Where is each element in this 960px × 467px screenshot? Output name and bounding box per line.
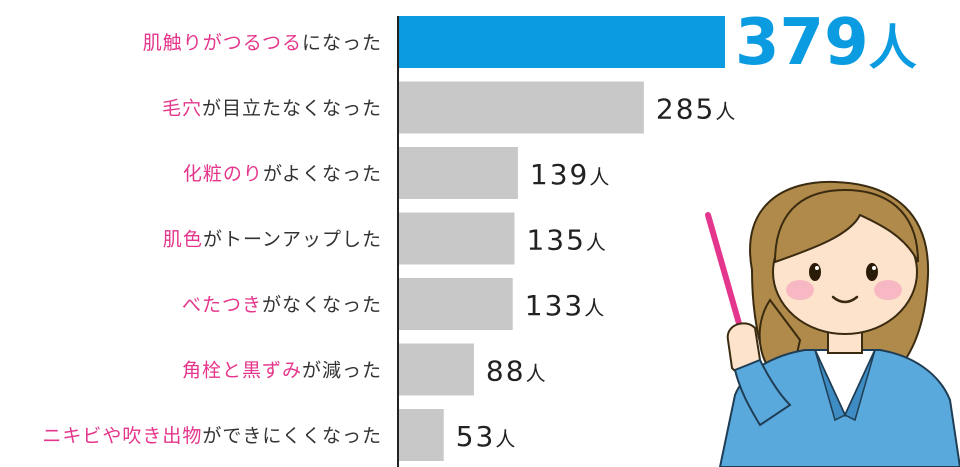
category-label-highlight: 肌触りがつるつる [143, 32, 302, 54]
category-label-3: 化粧のりがよくなった [183, 163, 382, 185]
value-unit: 人 [715, 100, 737, 124]
category-labels: 肌触りがつるつるになった毛穴が目立たなくなった化粧のりがよくなった肌色がトーンア… [42, 32, 382, 447]
bar-6 [398, 343, 474, 396]
bars [398, 16, 725, 461]
value-unit: 人 [584, 296, 606, 320]
bar-2 [398, 81, 644, 134]
bar-5 [398, 278, 513, 330]
value-unit: 人 [495, 427, 517, 451]
value-unit: 人 [526, 362, 548, 386]
value-label-3: 139人 [530, 158, 611, 191]
category-label-rest: になった [302, 32, 382, 54]
bar-7 [398, 409, 444, 461]
teacher-pointing-icon [705, 180, 960, 467]
category-label-4: 肌色がトーンアップした [163, 229, 382, 251]
category-label-highlight: べたつき [182, 294, 262, 316]
category-label-highlight: 肌色 [163, 229, 203, 251]
value-unit: 人 [589, 165, 611, 189]
bar-1 [398, 16, 725, 68]
value-label-7: 53人 [456, 420, 518, 453]
category-label-highlight: 角栓と黒ずみ [182, 360, 302, 382]
value-label-4: 135人 [526, 224, 607, 257]
category-label-5: べたつきがなくなった [182, 294, 382, 316]
value-number: 135 [526, 224, 585, 257]
value-number: 53 [456, 420, 496, 453]
bar-3 [398, 147, 518, 199]
value-label-2: 285人 [656, 93, 737, 126]
category-label-rest: が減った [302, 360, 382, 382]
category-label-highlight: 毛穴 [162, 98, 202, 120]
value-label-1: 379人 [735, 6, 917, 80]
value-number: 379 [735, 6, 869, 80]
value-number: 133 [525, 289, 584, 322]
category-label-rest: がトーンアップした [203, 229, 382, 251]
category-label-rest: ができにくくなった [202, 425, 382, 447]
value-number: 285 [656, 93, 715, 126]
category-label-rest: がよくなった [263, 163, 382, 185]
value-label-6: 88人 [486, 355, 548, 388]
value-label-5: 133人 [525, 289, 606, 322]
category-label-1: 肌触りがつるつるになった [143, 32, 382, 54]
value-number: 88 [486, 355, 526, 388]
category-label-6: 角栓と黒ずみが減った [182, 360, 382, 382]
category-label-highlight: ニキビや吹き出物 [42, 425, 202, 447]
value-number: 139 [530, 158, 589, 191]
category-label-highlight: 化粧のり [183, 163, 263, 185]
category-label-7: ニキビや吹き出物ができにくくなった [42, 425, 382, 447]
value-unit: 人 [586, 231, 608, 255]
bar-4 [398, 212, 515, 265]
category-label-rest: がなくなった [262, 294, 382, 316]
value-unit: 人 [869, 20, 917, 76]
category-label-2: 毛穴が目立たなくなった [162, 98, 382, 120]
category-label-rest: が目立たなくなった [202, 98, 382, 120]
